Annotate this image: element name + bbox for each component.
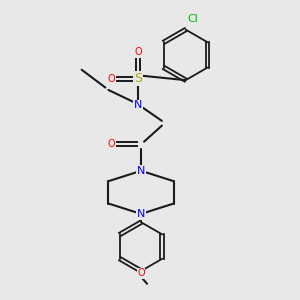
Text: O: O <box>107 139 115 149</box>
Text: O: O <box>137 268 145 278</box>
Text: Cl: Cl <box>188 14 199 24</box>
Text: N: N <box>137 166 145 176</box>
Text: S: S <box>134 72 142 85</box>
Text: N: N <box>137 209 145 219</box>
Text: O: O <box>134 47 142 57</box>
Text: N: N <box>134 100 142 110</box>
Text: O: O <box>107 74 115 84</box>
